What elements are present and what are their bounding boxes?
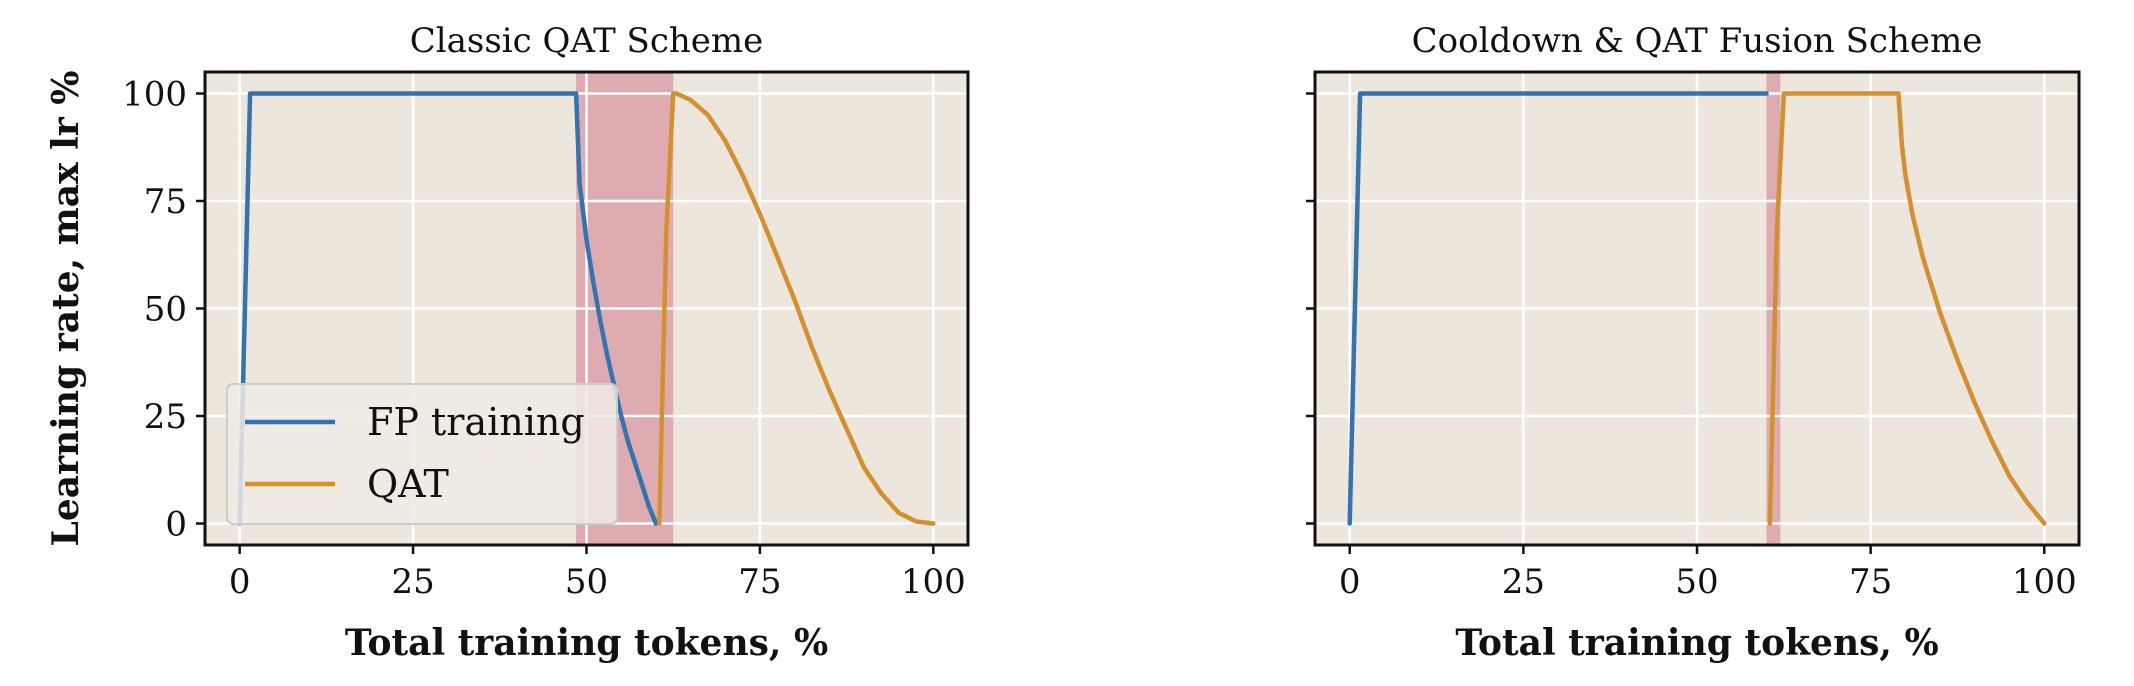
chart-title: Classic QAT Scheme — [410, 21, 764, 61]
x-tick-label: 100 — [901, 562, 966, 602]
x-tick-label: 25 — [1502, 562, 1545, 602]
series-line-fp-training — [237, 91, 659, 526]
panel-classic-qat: 0 25 50 75 100 0 25 50 75 100 Classic QAT Scheme To… — [45, 21, 970, 664]
y-tick-label: 75 — [144, 182, 187, 222]
x-tick-label: 50 — [565, 562, 608, 602]
series-line-qat — [657, 91, 936, 526]
x-tick-label: 25 — [391, 562, 434, 602]
x-axis-label: Total training tokens, % — [345, 622, 828, 664]
series-line-fp-training — [1347, 91, 1769, 526]
series-line-qat — [1767, 91, 2047, 526]
y-tick-label: 50 — [144, 290, 187, 330]
x-tick-label: 50 — [1675, 562, 1718, 602]
y-tick-label: 100 — [122, 75, 187, 115]
y-tick-label: 25 — [144, 397, 187, 437]
x-axis-label: Total training tokens, % — [1455, 622, 1938, 664]
legend-box — [226, 383, 618, 525]
legend: FP training QAT — [226, 383, 618, 525]
y-axis-label: Learning rate, max lr % — [45, 71, 87, 547]
x-tick-label: 100 — [2012, 562, 2077, 602]
legend-label: FP training — [367, 400, 585, 444]
x-tick-label: 75 — [738, 562, 781, 602]
x-tick-label: 0 — [1339, 562, 1361, 602]
panel-cooldown-qat-fusion: 0 25 50 75 100 Cooldown & QAT Fusion Scheme To… — [1306, 21, 2081, 664]
x-tick-label: 0 — [229, 562, 251, 602]
y-tick-label: 0 — [165, 505, 187, 545]
legend-label: QAT — [367, 462, 449, 506]
chart-title: Cooldown & QAT Fusion Scheme — [1412, 21, 1983, 61]
x-tick-label: 75 — [1849, 562, 1892, 602]
